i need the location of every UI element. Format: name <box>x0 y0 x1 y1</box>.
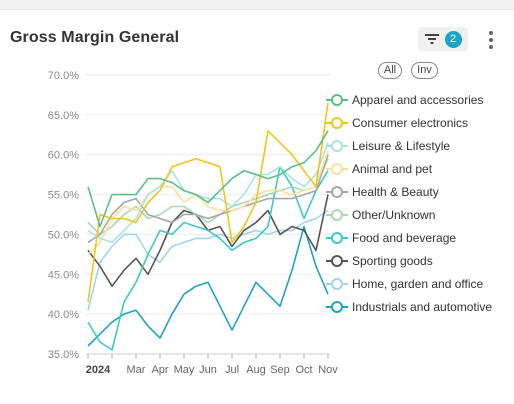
x-tick-label: Jun <box>199 364 217 376</box>
series-line <box>87 154 329 244</box>
legend-label: Health & Beauty <box>352 184 439 199</box>
show-all-button[interactable]: All <box>378 62 402 79</box>
legend-marker-icon <box>326 277 348 290</box>
x-tick-label: Sep <box>270 364 290 376</box>
series-line <box>87 225 329 347</box>
y-tick-label: 70.0% <box>48 70 79 82</box>
x-tick-label: 2024 <box>86 364 111 376</box>
legend-item[interactable]: Leisure & Lifestyle <box>326 134 511 157</box>
filter-count-badge: 2 <box>444 30 462 48</box>
legend-label: Leisure & Lifestyle <box>352 138 451 153</box>
legend-item[interactable]: Health & Beauty <box>326 180 511 203</box>
series-line <box>87 165 329 351</box>
filter-button[interactable]: 2 <box>418 27 468 51</box>
filter-icon <box>424 34 439 44</box>
series-line <box>87 130 329 228</box>
legend-label: Animal and pet <box>352 161 433 176</box>
y-tick-label: 50.0% <box>48 229 79 241</box>
y-tick-label: 65.0% <box>48 110 79 122</box>
x-tick-label: Aug <box>246 364 266 376</box>
legend-label: Consumer electronics <box>352 115 469 130</box>
series-lines <box>87 102 329 351</box>
y-tick-label: 45.0% <box>48 269 79 281</box>
x-tick-label: May <box>174 364 195 376</box>
legend-item[interactable]: Home, garden and office <box>326 272 511 295</box>
legend-item[interactable]: Food and beverage <box>326 226 511 249</box>
legend-item[interactable]: Apparel and accessories <box>326 88 511 111</box>
legend-marker-icon <box>326 185 348 198</box>
chart-title: Gross Margin General <box>10 29 180 46</box>
series-line <box>87 102 329 303</box>
y-tick-label: 60.0% <box>48 150 79 162</box>
legend-item[interactable]: Consumer electronics <box>326 111 511 134</box>
top-strip <box>0 0 514 10</box>
series-line <box>87 158 329 236</box>
series-line <box>87 150 329 255</box>
legend-label: Industrials and automotive <box>352 299 493 314</box>
legend: Apparel and accessories Consumer electron… <box>326 88 511 318</box>
x-tick-label: Jul <box>225 364 239 376</box>
legend-label: Apparel and accessories <box>352 92 484 107</box>
legend-marker-icon <box>326 300 348 313</box>
legend-item[interactable]: Other/Unknown <box>326 203 511 226</box>
more-vertical-icon[interactable] <box>484 29 498 51</box>
x-tick-label: Oct <box>295 364 312 376</box>
y-tick-label: 40.0% <box>48 309 79 321</box>
y-tick-label: 55.0% <box>48 190 79 202</box>
legend-marker-icon <box>326 208 348 221</box>
legend-item[interactable]: Sporting goods <box>326 249 511 272</box>
legend-label: Other/Unknown <box>352 207 436 222</box>
legend-label: Home, garden and office <box>352 276 484 291</box>
legend-label: Food and beverage <box>352 230 457 245</box>
y-axis: 35.0% 40.0% 45.0% 50.0% 55.0% 60.0% 65.0% 70.0% <box>48 70 79 361</box>
y-tick-label: 35.0% <box>48 349 79 361</box>
invert-selection-button[interactable]: Inv <box>411 62 438 79</box>
x-tick-label: Mar <box>127 364 146 376</box>
gridlines <box>86 74 330 355</box>
legend-marker-icon <box>326 162 348 175</box>
legend-item[interactable]: Industrials and automotive <box>326 295 511 318</box>
series-line <box>87 209 329 311</box>
x-tick-label: Apr <box>151 364 168 376</box>
legend-item[interactable]: Animal and pet <box>326 157 511 180</box>
series-line <box>87 142 329 244</box>
legend-marker-icon <box>326 93 348 106</box>
legend-marker-icon <box>326 139 348 152</box>
legend-marker-icon <box>326 254 348 267</box>
legend-label: Sporting goods <box>352 253 433 268</box>
legend-marker-icon <box>326 116 348 129</box>
x-tick-label: Nov <box>318 364 338 376</box>
legend-marker-icon <box>326 231 348 244</box>
x-axis: 2024 Mar Apr May Jun Jul Aug Sep Oct Nov <box>86 353 338 376</box>
